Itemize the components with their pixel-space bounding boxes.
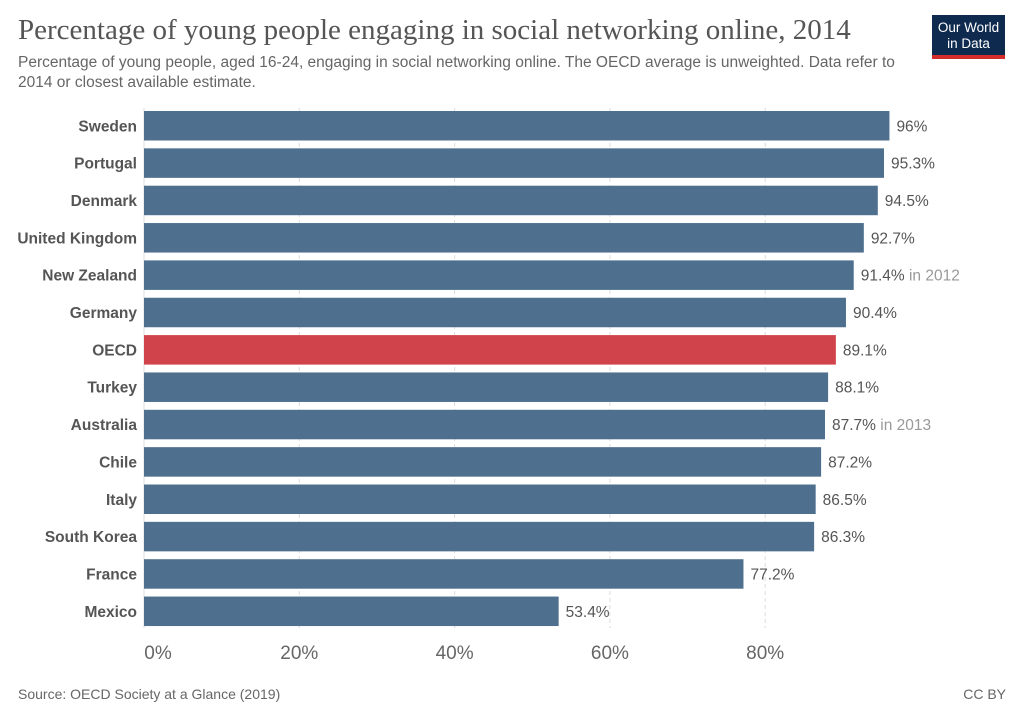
category-label: OECD: [92, 342, 137, 359]
x-tick-label: 0%: [144, 643, 172, 664]
value-label: 86.3%: [821, 529, 865, 546]
category-label: Turkey: [87, 380, 137, 397]
license-link[interactable]: CC BY: [963, 686, 1006, 702]
bar[interactable]: [144, 260, 854, 290]
value-label-text: 91.4%: [861, 268, 905, 285]
value-label: 96%: [896, 118, 927, 135]
x-axis-ticks: 0% 20% 40% 60% 80%: [144, 643, 784, 664]
bar[interactable]: [144, 111, 890, 141]
category-label: Chile: [99, 454, 137, 471]
bar[interactable]: [144, 521, 815, 552]
value-label: 90.4%: [853, 305, 897, 322]
source-note[interactable]: Source: OECD Society at a Glance (2019): [18, 686, 281, 702]
value-label-text: 92.7%: [871, 230, 915, 247]
category-label: South Korea: [45, 529, 138, 546]
value-label-text: 53.4%: [566, 604, 610, 621]
chart-title: Percentage of young people engaging in s…: [18, 14, 851, 46]
value-label-text: 89.1%: [843, 342, 887, 359]
bar[interactable]: [144, 335, 836, 365]
value-label-text: 88.1%: [835, 380, 879, 397]
value-label: 95.3%: [891, 156, 935, 173]
value-label-text: 90.4%: [853, 305, 897, 322]
category-label: Australia: [71, 417, 138, 434]
bar[interactable]: [144, 223, 864, 253]
value-label: 89.1%: [843, 342, 887, 359]
category-label: Sweden: [78, 118, 137, 135]
x-tick-label: 40%: [436, 643, 474, 664]
bar[interactable]: [144, 409, 825, 440]
bar[interactable]: [144, 447, 822, 477]
owid-logo[interactable]: Our World in Data: [932, 15, 1005, 59]
value-label-text: 95.3%: [891, 156, 935, 173]
labels: Sweden 96% Portugal 95.3% Denmark 94.5% United…: [17, 118, 960, 621]
bar[interactable]: [144, 596, 559, 627]
x-tick-label: 80%: [746, 643, 784, 664]
value-label: 88.1%: [835, 380, 879, 397]
logo-line-1: Our World: [937, 20, 1000, 35]
value-label-text: 86.5%: [823, 492, 867, 509]
x-tick-label: 20%: [280, 643, 318, 664]
category-label: Portugal: [74, 156, 137, 173]
year-note: in 2013: [876, 417, 931, 434]
value-label-text: 87.7%: [832, 417, 876, 434]
category-label: France: [86, 566, 137, 583]
category-label: Italy: [106, 492, 137, 509]
bar[interactable]: [144, 484, 816, 515]
value-label-text: 86.3%: [821, 529, 865, 546]
value-label: 53.4%: [566, 604, 610, 621]
year-note: in 2012: [905, 268, 960, 285]
category-label: United Kingdom: [17, 230, 137, 247]
chart-subtitle: Percentage of young people, aged 16-24, …: [18, 54, 895, 91]
value-label: 91.4% in 2012: [861, 268, 960, 285]
value-label: 94.5%: [885, 193, 929, 210]
value-label-text: 94.5%: [885, 193, 929, 210]
value-label-text: 77.2%: [750, 566, 794, 583]
value-label-text: 96%: [896, 118, 927, 135]
bar[interactable]: [144, 559, 744, 589]
value-label: 87.7% in 2013: [832, 417, 931, 434]
value-label: 92.7%: [871, 230, 915, 247]
x-tick-label: 60%: [591, 643, 629, 664]
bar[interactable]: [144, 148, 885, 178]
category-label: Mexico: [84, 604, 137, 621]
category-label: Denmark: [71, 193, 138, 210]
bar[interactable]: [144, 372, 829, 402]
bar[interactable]: [144, 297, 846, 328]
logo-line-2: in Data: [947, 36, 990, 51]
bar[interactable]: [144, 185, 878, 216]
value-label-text: 87.2%: [828, 454, 872, 471]
value-label: 86.5%: [823, 492, 867, 509]
category-label: Germany: [70, 305, 138, 322]
value-label: 87.2%: [828, 454, 872, 471]
bars: [144, 111, 890, 627]
value-label: 77.2%: [750, 566, 794, 583]
category-label: New Zealand: [42, 268, 137, 285]
